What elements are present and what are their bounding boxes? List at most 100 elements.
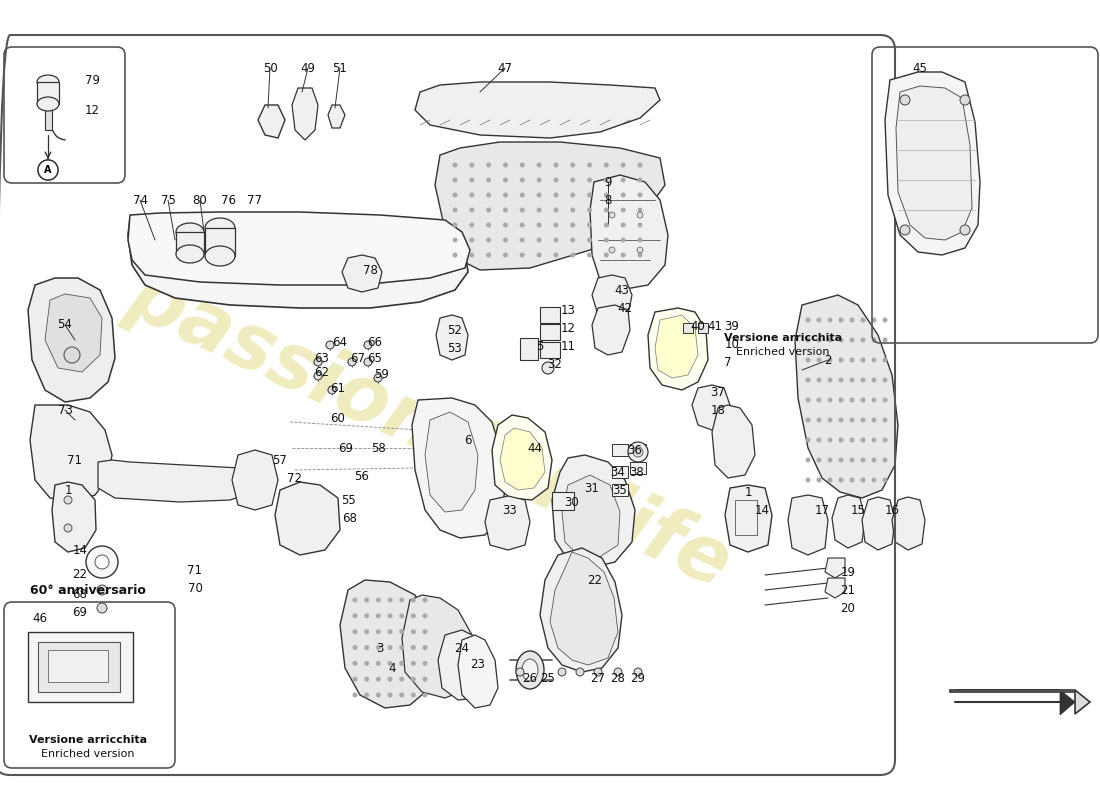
Circle shape (860, 338, 866, 342)
Text: 72: 72 (287, 471, 303, 485)
Circle shape (64, 524, 72, 532)
Bar (612, 484, 628, 496)
Text: 4: 4 (388, 662, 396, 674)
Bar (630, 444, 646, 456)
Circle shape (816, 358, 822, 362)
Text: 60° anniversario: 60° anniversario (30, 583, 146, 597)
Ellipse shape (522, 659, 538, 681)
Text: 39: 39 (725, 319, 739, 333)
Circle shape (871, 338, 877, 342)
Circle shape (805, 478, 811, 482)
Circle shape (871, 378, 877, 382)
Text: 2: 2 (824, 354, 832, 366)
Polygon shape (45, 104, 52, 130)
Text: 31: 31 (584, 482, 600, 494)
Circle shape (849, 418, 855, 422)
Text: 10: 10 (725, 338, 739, 350)
Circle shape (470, 193, 474, 198)
Polygon shape (886, 72, 980, 255)
Polygon shape (458, 635, 498, 708)
Circle shape (816, 478, 822, 482)
Circle shape (470, 178, 474, 182)
Text: 22: 22 (73, 569, 88, 582)
Text: 36: 36 (628, 443, 642, 457)
Circle shape (558, 668, 566, 676)
Circle shape (638, 162, 642, 167)
Text: 46: 46 (33, 611, 47, 625)
Circle shape (620, 193, 626, 198)
Bar (612, 466, 628, 478)
Circle shape (620, 238, 626, 242)
Circle shape (387, 677, 393, 682)
Circle shape (387, 661, 393, 666)
Circle shape (399, 677, 404, 682)
Circle shape (604, 193, 609, 198)
Circle shape (960, 95, 970, 105)
Circle shape (827, 438, 833, 442)
Text: Versione arricchita: Versione arricchita (29, 735, 147, 745)
Circle shape (638, 253, 642, 258)
Bar (205, 228, 235, 256)
Text: 24: 24 (454, 642, 470, 654)
Circle shape (620, 253, 626, 258)
Text: 6: 6 (464, 434, 472, 446)
Text: 71: 71 (67, 454, 82, 466)
Circle shape (537, 178, 541, 182)
Polygon shape (550, 552, 618, 665)
Text: 33: 33 (503, 503, 517, 517)
Circle shape (860, 358, 866, 362)
Circle shape (587, 193, 592, 198)
Text: 56: 56 (354, 470, 370, 482)
Text: 79: 79 (85, 74, 99, 86)
Text: 1: 1 (64, 483, 72, 497)
Text: 34: 34 (610, 466, 626, 478)
Polygon shape (562, 475, 620, 558)
Circle shape (882, 338, 888, 342)
Circle shape (960, 225, 970, 235)
Circle shape (838, 358, 844, 362)
Polygon shape (540, 548, 622, 672)
Circle shape (632, 447, 644, 457)
Polygon shape (128, 215, 468, 308)
Circle shape (594, 668, 602, 676)
Polygon shape (832, 495, 865, 548)
Text: 21: 21 (840, 583, 856, 597)
Text: 45: 45 (913, 62, 927, 74)
Polygon shape (654, 315, 698, 378)
Ellipse shape (176, 223, 204, 241)
Circle shape (422, 629, 428, 634)
Text: 23: 23 (471, 658, 485, 671)
Circle shape (849, 358, 855, 362)
Text: 69: 69 (339, 442, 353, 454)
Circle shape (410, 614, 416, 618)
Circle shape (422, 693, 428, 698)
Polygon shape (485, 496, 530, 550)
Circle shape (520, 207, 525, 213)
Bar (28, 632, 133, 702)
Circle shape (620, 162, 626, 167)
Text: 70: 70 (188, 582, 202, 594)
Circle shape (638, 238, 642, 242)
Circle shape (452, 238, 458, 242)
Polygon shape (415, 82, 660, 138)
Circle shape (816, 318, 822, 322)
Polygon shape (492, 415, 552, 500)
Text: 54: 54 (57, 318, 73, 331)
Text: 20: 20 (840, 602, 856, 614)
Circle shape (816, 438, 822, 442)
Text: 44: 44 (528, 442, 542, 454)
Circle shape (399, 693, 404, 698)
Circle shape (604, 207, 609, 213)
Circle shape (614, 668, 622, 676)
Polygon shape (425, 412, 478, 512)
Circle shape (838, 458, 844, 462)
Circle shape (39, 160, 58, 180)
Text: 43: 43 (615, 283, 629, 297)
Circle shape (537, 193, 541, 198)
Circle shape (816, 458, 822, 462)
Text: 16: 16 (884, 503, 900, 517)
Text: 29: 29 (630, 671, 646, 685)
Circle shape (399, 598, 404, 602)
Text: 37: 37 (711, 386, 725, 398)
Circle shape (352, 614, 358, 618)
